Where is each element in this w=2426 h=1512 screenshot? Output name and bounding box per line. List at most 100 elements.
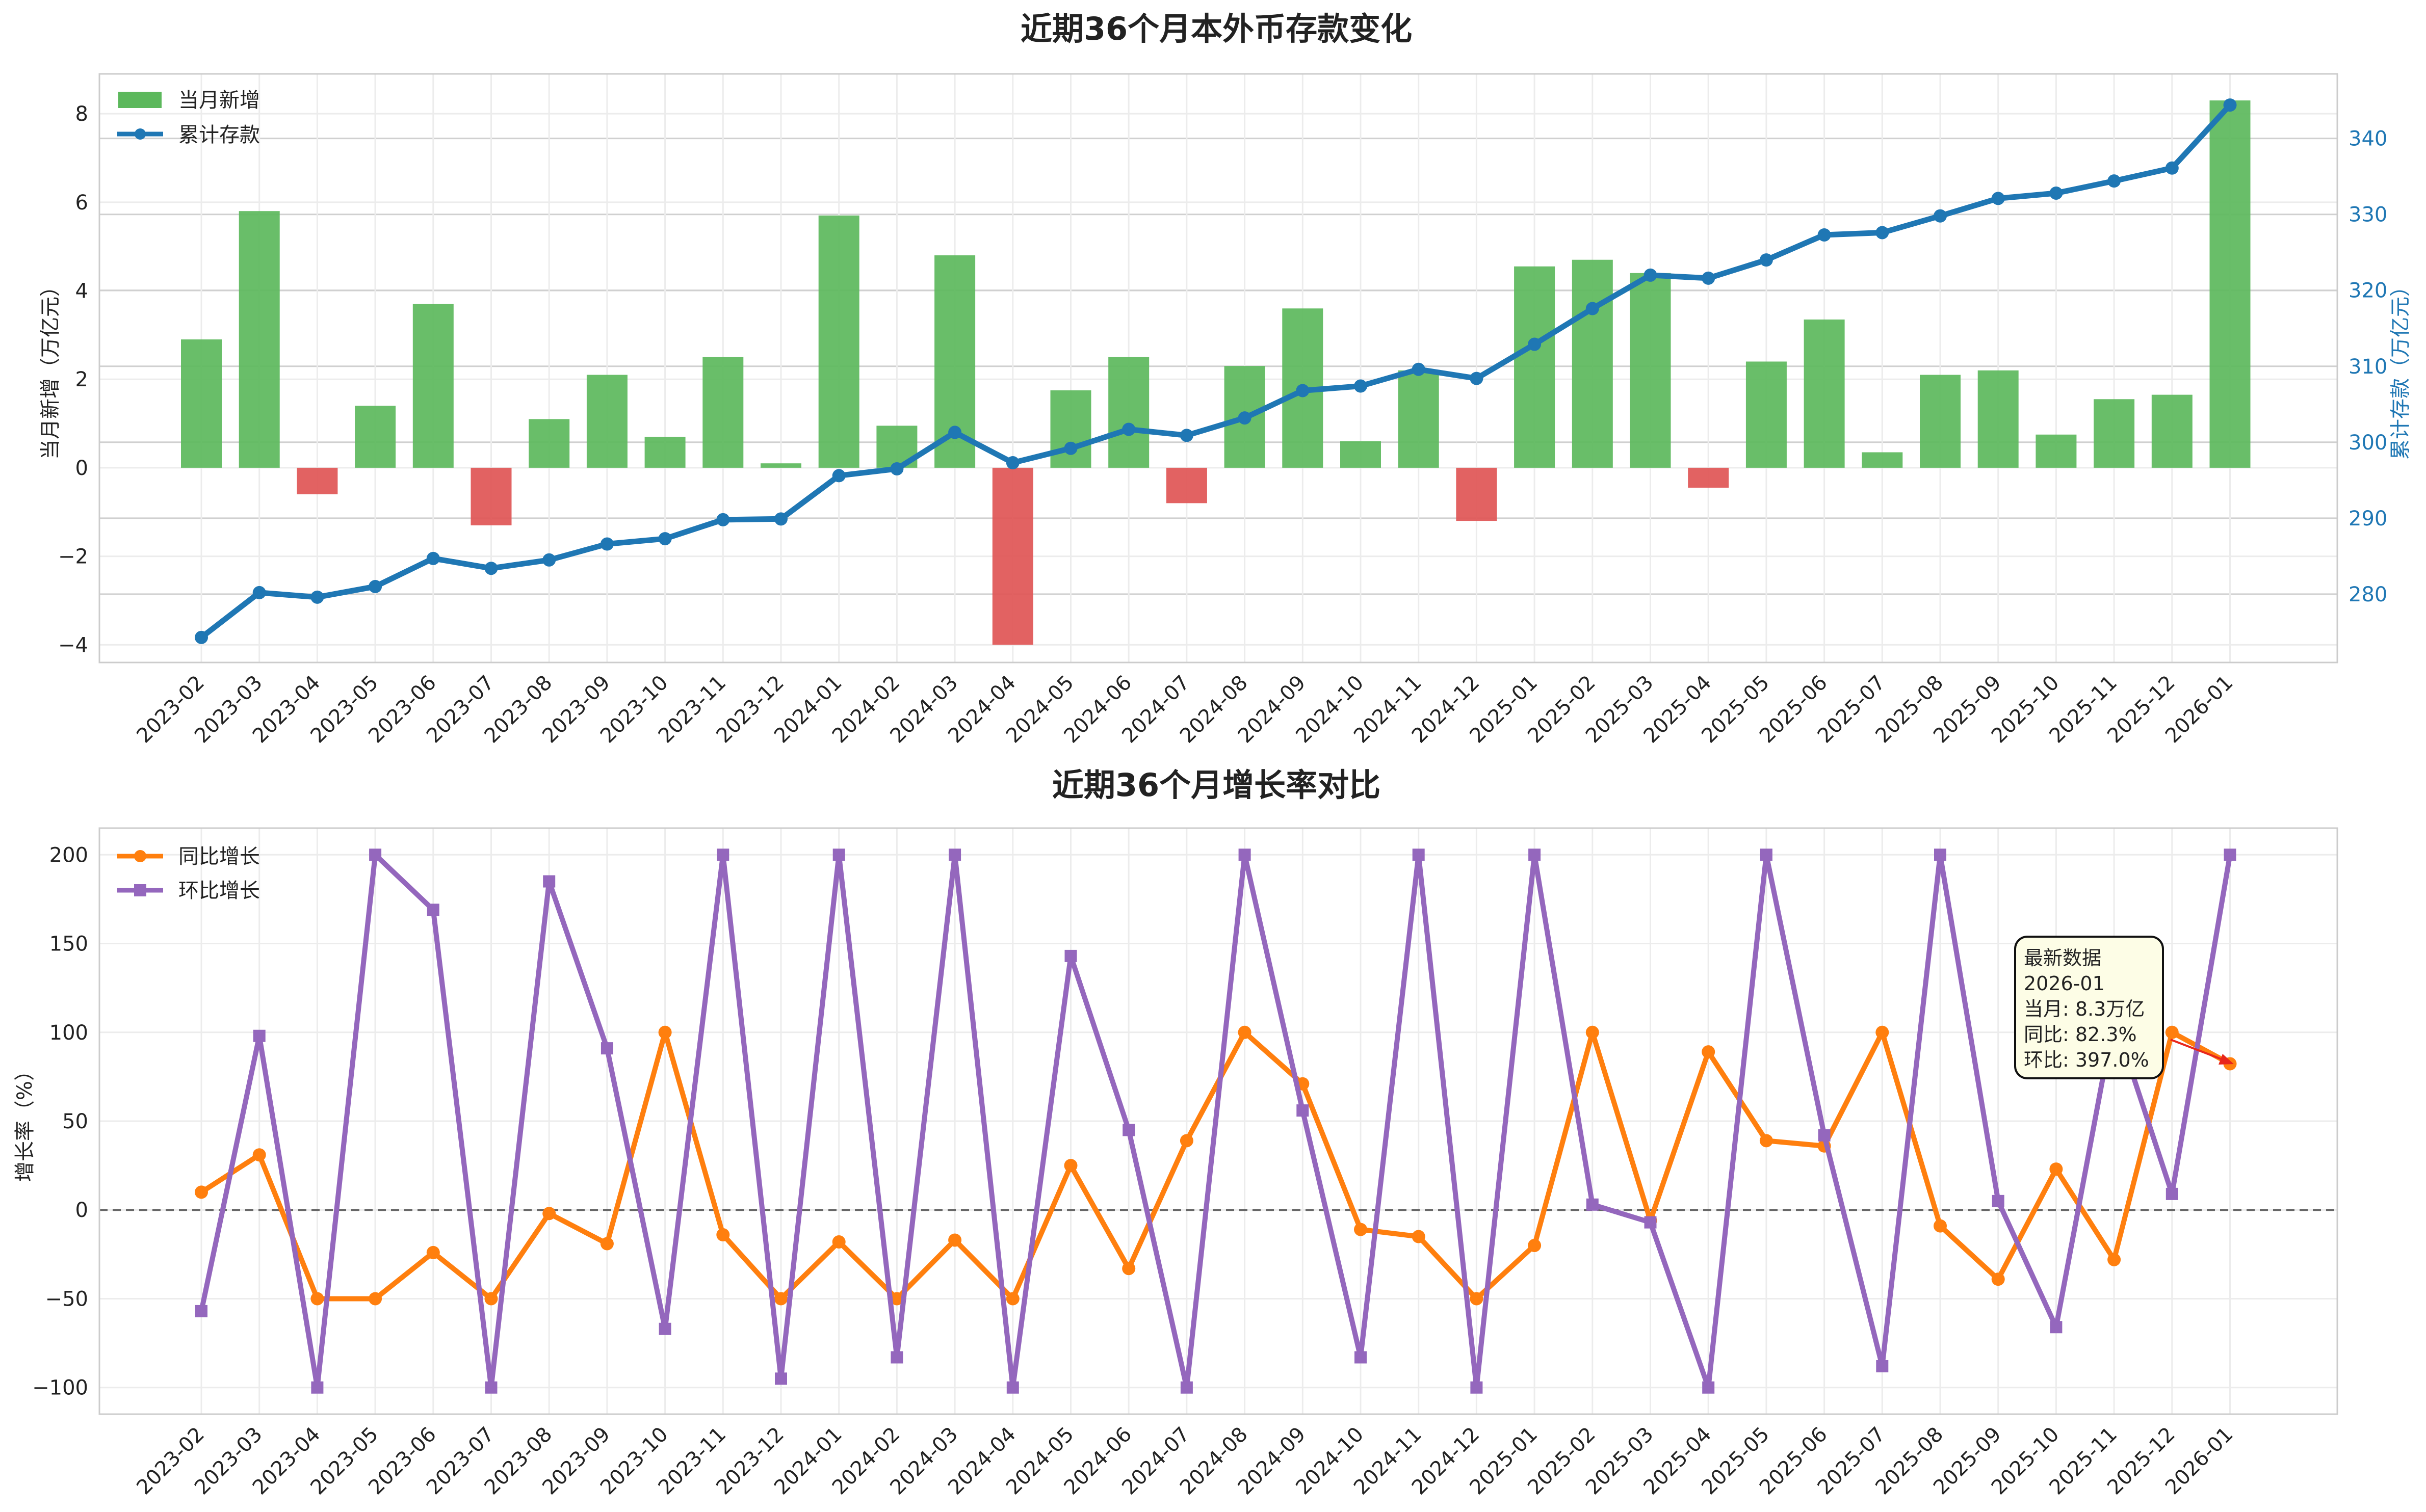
line-point-yoy — [2165, 1025, 2179, 1039]
line-point-mom — [1354, 1351, 1367, 1364]
bar — [1166, 467, 1207, 503]
annotation-arrow — [2170, 1039, 2231, 1064]
legend-label-line: 累计存款 — [178, 123, 260, 147]
legend-marker-line — [135, 128, 146, 140]
line-point-mom — [1818, 1129, 1831, 1142]
line-point-mom — [601, 1042, 613, 1055]
line-point-mom — [1702, 1381, 1715, 1394]
line-point-yoy — [369, 1292, 382, 1306]
line-point-mom — [253, 1029, 266, 1042]
bar — [702, 357, 744, 468]
line-point-yoy — [1064, 1159, 1078, 1173]
line-point-mom — [195, 1305, 207, 1317]
line-mom — [199, 852, 2233, 1390]
annotation-line-3: 当月: 8.3万亿 — [2024, 998, 2145, 1020]
bar — [355, 406, 396, 468]
line-point — [2223, 98, 2237, 112]
y-tick-label: −50 — [45, 1287, 88, 1311]
line-point — [1702, 271, 1715, 285]
bar — [412, 304, 454, 468]
line-point-mom — [1470, 1381, 1483, 1394]
bar — [1745, 361, 1787, 468]
y-tick-label: −100 — [32, 1376, 88, 1400]
y-axis-right: 280 290 300 310 320 330 340 — [2349, 127, 2387, 606]
bar — [2094, 399, 2135, 468]
annotation-box — [2014, 936, 2164, 1079]
bar — [644, 437, 686, 468]
line-point-yoy — [948, 1233, 962, 1247]
y-tick-label: 0 — [75, 457, 88, 480]
line-point — [1470, 372, 1483, 385]
y-tick-label-right: 310 — [2349, 355, 2387, 379]
bar — [818, 215, 859, 468]
line-point-mom — [1528, 848, 1541, 861]
line-point-mom — [485, 1381, 498, 1394]
line-point-yoy — [1180, 1134, 1193, 1148]
line-point — [1875, 226, 1889, 240]
chart-deposit-change: 近期36个月本外币存款变化 −4 −2 0 2 4 6 8 280 290 300 310 320 3… — [39, 10, 2412, 748]
chart-title: 近期36个月增长率对比 — [1052, 766, 1380, 804]
line-point — [484, 562, 498, 575]
bar — [1456, 467, 1497, 521]
line-point-yoy — [600, 1237, 614, 1251]
line-point — [658, 532, 672, 546]
line-cumulative — [199, 103, 2232, 640]
line-point-mom — [543, 875, 556, 888]
y-axis-left: −100 −50 0 50 100 150 200 — [32, 843, 88, 1399]
y-tick-label-right: 280 — [2349, 583, 2387, 606]
bar — [1630, 273, 1671, 468]
line-point — [1759, 253, 1773, 267]
line-point — [1585, 302, 1599, 315]
legend: 当月新增 累计存款 — [117, 89, 260, 147]
legend-label-yoy: 同比增长 — [178, 845, 260, 868]
plot-frame — [98, 827, 2338, 1415]
line-point-yoy — [252, 1148, 266, 1162]
line-point-mom — [1992, 1195, 2004, 1207]
line-point-yoy — [2107, 1253, 2121, 1266]
annotation-line-5: 环比: 397.0% — [2024, 1049, 2149, 1071]
line-point-yoy — [1354, 1223, 1367, 1236]
y-tick-label: 8 — [75, 102, 88, 126]
legend: 同比增长 环比增长 — [117, 845, 260, 903]
line-point — [1528, 337, 1542, 351]
line-point-mom — [369, 848, 382, 861]
line-point-yoy — [1875, 1025, 1889, 1039]
line-point — [1296, 384, 1310, 397]
line-point-yoy — [1934, 1219, 1947, 1233]
line-point — [542, 553, 556, 567]
line-point — [1064, 441, 1078, 455]
bar — [1920, 375, 1961, 468]
line-point-mom — [775, 1372, 787, 1385]
line-point — [948, 426, 962, 439]
line-point-yoy — [542, 1207, 556, 1221]
legend-label-mom: 环比增长 — [178, 879, 260, 903]
line-point-yoy — [1585, 1025, 1599, 1039]
line-point — [2049, 186, 2063, 200]
line-point-mom — [311, 1381, 324, 1394]
line-point-mom — [1934, 848, 1946, 861]
line-point — [426, 551, 440, 565]
bar — [297, 467, 338, 494]
bar — [1688, 467, 1729, 488]
line-point — [252, 586, 266, 599]
legend-marker-yoy — [134, 850, 146, 862]
line-point-yoy — [774, 1292, 788, 1306]
line-point-mom — [717, 848, 729, 861]
bar — [1862, 452, 1903, 468]
line-point-yoy — [1470, 1292, 1483, 1306]
y-tick-label-right: 290 — [2349, 507, 2387, 530]
y-tick-label: 200 — [49, 843, 88, 867]
bar — [761, 463, 801, 468]
line-point-mom — [1123, 1124, 1135, 1136]
y-axis-label-right: 累计存款（万亿元） — [2389, 276, 2412, 460]
line-point-mom — [891, 1351, 903, 1364]
line-point-yoy — [1702, 1045, 1715, 1059]
y-tick-label: −2 — [58, 545, 88, 569]
line-point-mom — [1586, 1198, 1599, 1211]
bar — [1398, 370, 1439, 468]
y-tick-label: 50 — [62, 1110, 88, 1133]
y-axis-label: 当月新增（万亿元） — [39, 276, 62, 460]
bar — [529, 419, 570, 468]
y-tick-label-right: 320 — [2349, 279, 2387, 303]
